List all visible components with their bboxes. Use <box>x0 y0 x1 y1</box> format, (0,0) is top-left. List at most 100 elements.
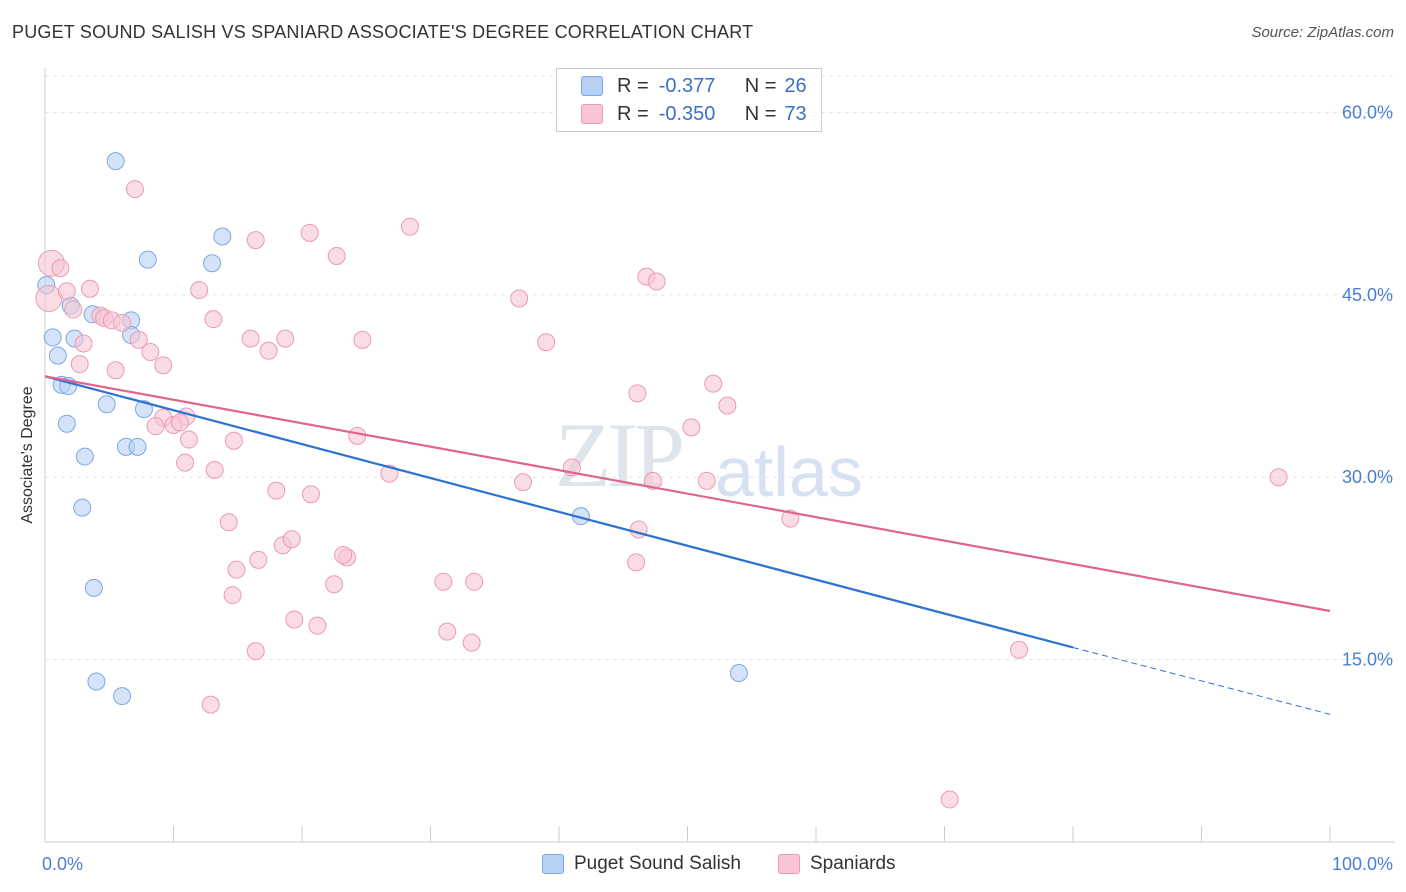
point-spaniard-46 <box>334 546 353 565</box>
point-spaniard-73 <box>1269 468 1288 487</box>
point-spaniard-44 <box>227 560 246 579</box>
bottom-legend-puget[interactable]: Puget Sound Salish <box>542 852 741 876</box>
bottom-legend-label-spaniards: Spaniards <box>810 853 896 874</box>
legend-n-value-spaniards: 73 <box>784 102 807 125</box>
bottom-legend-swatch-puget <box>542 854 564 874</box>
point-puget-2 <box>43 328 62 347</box>
legend-r-label: R = <box>617 102 649 125</box>
point-spaniard-71 <box>647 272 666 291</box>
point-puget-13 <box>97 395 116 414</box>
legend-row-spaniards: R = -0.350 N = 73 <box>581 102 807 126</box>
point-spaniard-59 <box>643 471 662 490</box>
point-spaniard-14 <box>154 356 173 375</box>
point-spaniard-61 <box>781 509 800 528</box>
point-spaniard-55 <box>246 642 265 661</box>
point-spaniard-42 <box>282 530 301 549</box>
point-spaniard-52 <box>308 616 327 635</box>
point-spaniard-18 <box>204 310 223 329</box>
point-puget-19 <box>73 498 92 517</box>
source-label: Source: ZipAtlas.com <box>1251 24 1394 41</box>
point-spaniard-32 <box>179 430 198 449</box>
point-spaniard-49 <box>465 572 484 591</box>
point-spaniard-31 <box>170 413 189 432</box>
point-spaniard-65 <box>682 418 701 437</box>
point-spaniard-72 <box>1010 640 1029 659</box>
point-spaniard-36 <box>205 460 224 479</box>
point-puget-10 <box>106 152 125 171</box>
point-spaniard-4 <box>64 300 83 319</box>
legend-swatch-puget <box>581 76 603 96</box>
legend-swatch-spaniards <box>581 104 603 124</box>
point-spaniard-16 <box>125 180 144 199</box>
point-spaniard-21 <box>327 246 346 265</box>
point-spaniard-12 <box>141 343 160 362</box>
point-spaniard-19 <box>246 231 265 250</box>
point-spaniard-38 <box>219 513 238 532</box>
legend-r-label: R = <box>617 74 649 97</box>
point-puget-23 <box>729 663 748 682</box>
point-spaniard-15 <box>106 361 125 380</box>
watermark-atlas: atlas <box>715 433 863 511</box>
point-spaniard-5 <box>80 279 99 298</box>
point-spaniard-51 <box>285 610 304 629</box>
legend-r-value-puget: -0.377 <box>658 74 716 97</box>
point-spaniard-24 <box>353 330 372 349</box>
point-spaniard-57 <box>514 473 533 492</box>
point-puget-21 <box>87 672 106 691</box>
point-spaniard-35 <box>176 453 195 472</box>
chart-title: PUGET SOUND SALISH VS SPANIARD ASSOCIATE… <box>12 22 754 42</box>
point-spaniard-43 <box>249 550 268 569</box>
point-spaniard-11 <box>129 330 148 349</box>
point-puget-14 <box>134 400 153 419</box>
point-spaniard-2 <box>51 259 70 278</box>
point-spaniard-34 <box>348 426 367 445</box>
point-spaniard-67 <box>627 553 646 572</box>
legend-r-value-spaniards: -0.350 <box>658 102 716 125</box>
point-puget-20 <box>84 578 103 597</box>
correlation-legend: R = -0.377 N = 26 R = -0.350 N = 73 <box>556 68 822 132</box>
point-spaniard-0 <box>35 285 63 313</box>
point-spaniard-64 <box>718 396 737 415</box>
legend-n-value-puget: 26 <box>784 74 807 97</box>
point-spaniard-56 <box>201 695 220 714</box>
bottom-legend-spaniards[interactable]: Spaniards <box>778 852 896 876</box>
point-spaniard-62 <box>628 384 647 403</box>
point-spaniard-40 <box>301 485 320 504</box>
point-spaniard-68 <box>510 289 529 308</box>
legend-n-label: N = <box>744 74 777 97</box>
point-spaniard-17 <box>190 280 209 299</box>
point-puget-11 <box>138 250 157 269</box>
point-spaniard-47 <box>325 575 344 594</box>
point-puget-22 <box>113 687 132 706</box>
point-spaniard-63 <box>704 374 723 393</box>
bottom-legend-swatch-spaniards <box>778 854 800 874</box>
point-puget-17 <box>128 437 147 456</box>
point-spaniard-26 <box>259 341 278 360</box>
point-spaniard-13 <box>70 355 89 374</box>
point-spaniard-3 <box>57 282 76 301</box>
point-spaniard-48 <box>434 572 453 591</box>
point-puget-12 <box>213 227 232 246</box>
point-spaniard-74 <box>940 790 959 809</box>
trend-line-extension-puget <box>1072 646 1331 715</box>
x-tick-label-max: 100.0% <box>1332 854 1393 874</box>
legend-n-label: N = <box>744 102 777 125</box>
y-tick-label-30: 30.0% <box>1342 467 1393 487</box>
point-puget-15 <box>57 414 76 433</box>
y-tick-label-15: 15.0% <box>1342 650 1393 670</box>
legend-row-puget: R = -0.377 N = 26 <box>581 74 807 98</box>
point-spaniard-54 <box>462 633 481 652</box>
point-spaniard-69 <box>537 333 556 352</box>
bottom-legend-label-puget: Puget Sound Salish <box>574 853 741 874</box>
point-puget-6 <box>48 346 67 365</box>
trend-line-puget <box>44 375 1074 649</box>
point-spaniard-33 <box>224 431 243 450</box>
point-spaniard-39 <box>267 481 286 500</box>
point-spaniard-60 <box>697 471 716 490</box>
point-spaniard-9 <box>113 313 132 332</box>
y-tick-label-60: 60.0% <box>1342 102 1393 122</box>
point-spaniard-23 <box>276 329 295 348</box>
x-tick-label-min: 0.0% <box>42 854 83 874</box>
y-tick-label-45: 45.0% <box>1342 285 1393 305</box>
